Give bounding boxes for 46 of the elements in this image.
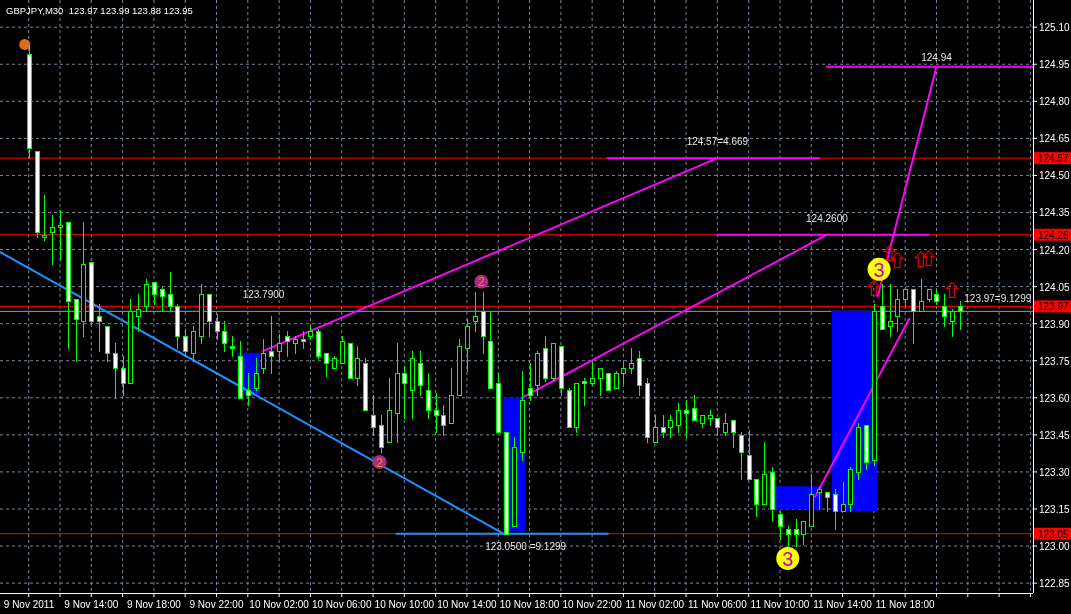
y-tick-label: 124.50 [1039, 169, 1071, 181]
x-tick-label: 10 Nov 14:00 [437, 598, 498, 610]
x-tick-label: 10 Nov 06:00 [311, 598, 372, 610]
ref-line-label: 123.97 [1038, 300, 1070, 312]
annotation: 2 [477, 275, 485, 290]
x-tick-label: 9 Nov 14:00 [64, 598, 119, 610]
y-tick-label: 123.45 [1039, 429, 1071, 441]
annotation: 2 [376, 455, 384, 470]
text: GBPJPY,M30 123.97 123.99 123.88 123.95 [6, 4, 193, 16]
y-tick-label: 123.30 [1039, 466, 1071, 478]
x-tick-label: 9 Nov 2011 [3, 598, 55, 610]
annotation: 3 [782, 547, 794, 570]
annotation: 123.97=9.1299 [964, 292, 1032, 304]
ref-line-label: 124.57 [1038, 152, 1070, 164]
x-tick-label: 10 Nov 10:00 [374, 598, 435, 610]
y-tick-label: 124.05 [1039, 281, 1071, 293]
y-tick-label: 123.75 [1039, 355, 1071, 367]
y-tick-label: 125.10 [1039, 21, 1071, 33]
annotation: 3 [873, 258, 885, 281]
y-tick-label: 123.00 [1039, 540, 1071, 552]
x-tick-label: 11 Nov 06:00 [687, 598, 748, 610]
ref-line-label: 123.05 [1038, 528, 1070, 540]
x-tick-label: 9 Nov 18:00 [126, 598, 182, 610]
y-tick-label: 123.60 [1039, 392, 1071, 404]
y-tick-label: 124.65 [1039, 132, 1071, 144]
x-tick-label: 10 Nov 18:00 [499, 598, 560, 610]
y-tick-label: 124.35 [1039, 206, 1071, 218]
y-tick-label: 124.20 [1039, 244, 1071, 256]
y-tick-label: 123.15 [1039, 503, 1071, 515]
annotation: 123.7900 [242, 288, 285, 300]
x-tick-label: 10 Nov 02:00 [249, 598, 310, 610]
y-tick-label: 123.90 [1039, 318, 1071, 330]
x-tick-label: 9 Nov 22:00 [189, 598, 244, 610]
y-tick-label: 124.95 [1039, 58, 1071, 70]
annotation: 124.94 [921, 51, 953, 63]
x-tick-label: 10 Nov 22:00 [562, 598, 623, 610]
x-tick-label: 11 Nov 18:00 [875, 598, 935, 610]
annotation: 123.0500 =9.1299 [485, 540, 567, 552]
x-tick-label: 11 Nov 14:00 [813, 598, 873, 610]
ref-line-label: 124.26 [1038, 229, 1070, 241]
x-tick-label: 11 Nov 02:00 [625, 598, 685, 610]
y-tick-label: 122.85 [1039, 577, 1071, 589]
annotation: 124.57=4.669 [686, 135, 749, 147]
x-tick-label: 11 Nov 10:00 [750, 598, 810, 610]
annotation: 124.2600 [806, 212, 849, 224]
y-tick-label: 124.80 [1039, 95, 1071, 107]
